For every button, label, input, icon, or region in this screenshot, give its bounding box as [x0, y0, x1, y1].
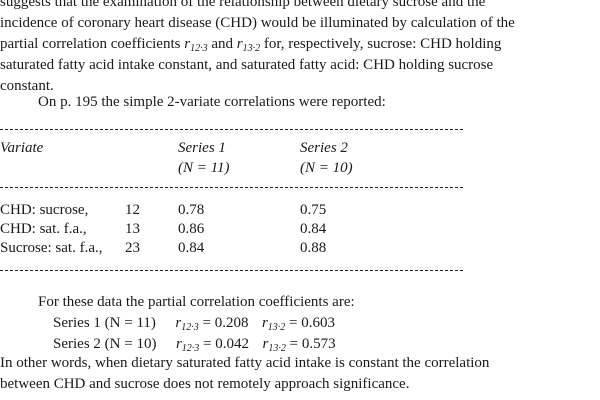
table-row-2-series2: 0.84: [300, 221, 327, 237]
partial-row-1-r2-val: = 0.603: [289, 315, 336, 331]
table-header-series1-n: (N = 11): [178, 160, 230, 176]
table-header-rule: [0, 187, 463, 188]
table-header-series1: Series 1: [178, 140, 226, 156]
intro-line-5: constant.: [0, 78, 54, 94]
partial-row-1-series: Series 1 (N = 11): [53, 315, 156, 331]
partial-row-2-r2-val: = 0.573: [289, 336, 336, 352]
table-row-2-variate: CHD: sat. f.a.,: [0, 221, 87, 237]
table-bottom-rule: [0, 270, 463, 271]
intro-line-1: suggests that the examination of the rel…: [0, 0, 486, 10]
table-row-3-variate: Sucrose: sat. f.a.,: [0, 240, 103, 256]
partial-row-2-r1-val: = 0.042: [203, 336, 250, 352]
partial-row-2-series: Series 2 (N = 10): [53, 336, 157, 352]
table-header-series2-n: (N = 10): [300, 160, 353, 176]
intro-line-3-text-a: partial correlation coefficients: [0, 36, 185, 52]
partial-row-2-r2: r13·2: [262, 336, 286, 354]
reported-line: On p. 195 the simple 2-variate correlati…: [38, 94, 386, 110]
table-row-3-series2: 0.88: [300, 240, 327, 256]
partial-row-1: Series 1 (N = 11) r12·3 = 0.208 r13·2 = …: [53, 313, 335, 338]
table-row-3-series1: 0.84: [178, 240, 205, 256]
intro-line-3-text-b: for, respectively, sucrose: CHD holding: [260, 36, 502, 52]
table-top-rule: [0, 129, 463, 130]
r12-3-symbol: r12·3: [184, 36, 208, 54]
partial-row-1-r1-val: = 0.208: [202, 315, 249, 331]
intro-line-2: incidence of coronary heart disease (CHD…: [0, 15, 515, 31]
table-header-series2: Series 2: [300, 140, 348, 156]
intro-line-4: saturated fatty acid intake constant, an…: [0, 57, 494, 73]
table-row-1-series2: 0.75: [300, 202, 327, 218]
conclusion-line-1: In other words, when dietary saturated f…: [0, 355, 490, 371]
table-row-3-id: 23: [125, 240, 140, 256]
partial-row-1-r1: r12·3: [175, 315, 199, 333]
partial-intro: For these data the partial correlation c…: [38, 294, 355, 310]
conclusion-line-2: between CHD and sucrose does not remotel…: [0, 376, 410, 392]
r13-2-symbol: r13·2: [236, 36, 261, 54]
partial-row-1-r2: r13·2: [261, 315, 286, 333]
table-row-1-series1: 0.78: [178, 202, 205, 218]
table-row-2-series1: 0.86: [178, 221, 205, 237]
table-row-1-variate: CHD: sucrose,: [0, 202, 89, 218]
table-row-2-id: 13: [125, 221, 140, 237]
intro-line-3: partial correlation coefficients r12·3 a…: [0, 34, 501, 59]
partial-row-2: Series 2 (N = 10) r12·3 = 0.042 r13·2 = …: [53, 334, 336, 359]
partial-row-2-r1: r12·3: [175, 336, 200, 354]
table-header-variate: Variate: [0, 140, 44, 156]
table-row-1-id: 12: [125, 202, 140, 218]
intro-line-3-and: and: [207, 36, 237, 52]
